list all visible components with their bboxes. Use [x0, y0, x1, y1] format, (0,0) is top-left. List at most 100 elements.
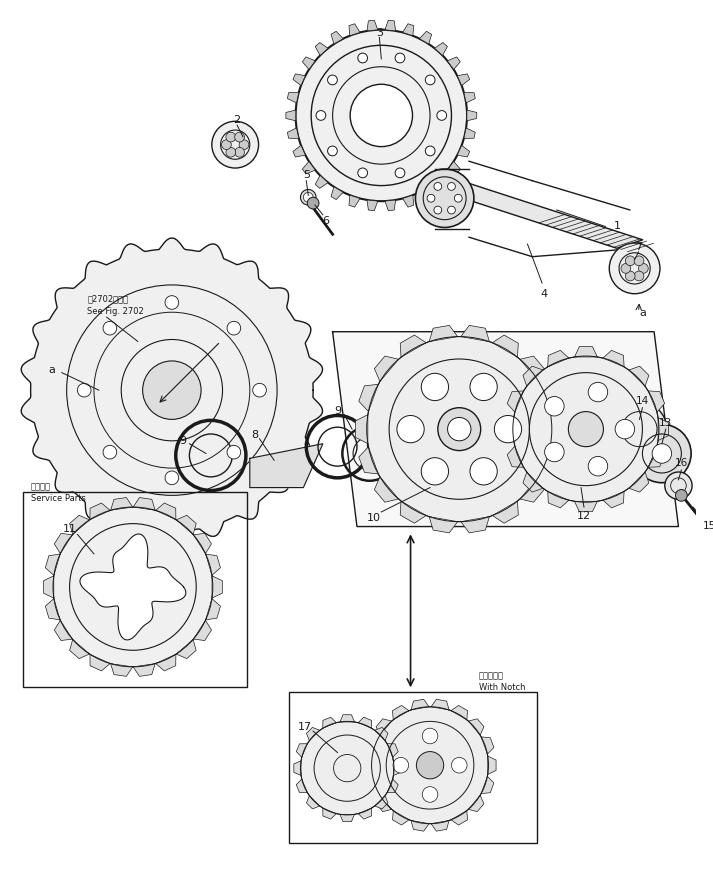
Polygon shape [507, 392, 523, 413]
Polygon shape [364, 756, 372, 774]
Polygon shape [461, 326, 489, 342]
Circle shape [427, 196, 435, 202]
Circle shape [494, 416, 522, 443]
Polygon shape [393, 706, 409, 720]
Circle shape [470, 458, 497, 486]
Circle shape [327, 76, 337, 86]
Circle shape [239, 141, 249, 150]
Circle shape [634, 256, 644, 267]
Circle shape [366, 337, 552, 522]
Circle shape [470, 374, 497, 401]
Polygon shape [658, 418, 669, 441]
Circle shape [395, 169, 405, 178]
Text: 15: 15 [703, 520, 713, 530]
Polygon shape [507, 447, 523, 468]
Circle shape [300, 721, 394, 815]
Polygon shape [307, 727, 319, 740]
Circle shape [513, 356, 659, 502]
Polygon shape [133, 664, 155, 677]
Circle shape [53, 507, 212, 667]
Polygon shape [294, 761, 301, 775]
Polygon shape [297, 744, 307, 758]
Polygon shape [540, 448, 560, 474]
Circle shape [143, 362, 201, 420]
Circle shape [416, 752, 443, 779]
Text: 8: 8 [251, 429, 258, 440]
Circle shape [675, 490, 687, 501]
Polygon shape [457, 75, 470, 86]
Circle shape [610, 244, 660, 295]
Polygon shape [366, 777, 379, 793]
Text: きり欠き付: きり欠き付 [478, 670, 504, 680]
Polygon shape [520, 477, 544, 502]
Polygon shape [90, 503, 110, 520]
Polygon shape [393, 811, 409, 825]
Polygon shape [481, 737, 494, 754]
Polygon shape [176, 640, 196, 659]
Circle shape [300, 190, 316, 206]
Circle shape [235, 133, 245, 143]
Circle shape [393, 758, 409, 773]
Text: 16: 16 [674, 458, 688, 468]
Text: 7: 7 [635, 242, 642, 252]
Polygon shape [333, 332, 679, 527]
Circle shape [448, 418, 471, 441]
Text: 5: 5 [303, 169, 310, 180]
Text: See Fig. 2702: See Fig. 2702 [87, 307, 144, 315]
Polygon shape [90, 654, 110, 671]
Polygon shape [376, 719, 391, 735]
Polygon shape [468, 795, 484, 812]
Polygon shape [331, 188, 343, 201]
Circle shape [665, 473, 692, 500]
Polygon shape [451, 811, 468, 825]
Polygon shape [422, 177, 642, 249]
Circle shape [358, 54, 367, 63]
Polygon shape [400, 501, 426, 524]
Text: With Notch: With Notch [478, 682, 525, 691]
Polygon shape [367, 21, 378, 32]
Polygon shape [493, 335, 518, 358]
Polygon shape [464, 129, 476, 139]
Polygon shape [403, 24, 414, 36]
Text: Service Parts: Service Parts [31, 494, 86, 502]
Polygon shape [523, 473, 543, 493]
Polygon shape [297, 779, 307, 793]
Circle shape [165, 472, 179, 485]
Polygon shape [366, 737, 379, 754]
Polygon shape [133, 498, 155, 511]
Text: 補給専用: 補給専用 [31, 481, 51, 491]
Polygon shape [374, 356, 399, 382]
Circle shape [395, 54, 405, 63]
Circle shape [212, 123, 259, 169]
Polygon shape [293, 75, 305, 86]
Polygon shape [385, 201, 396, 211]
Polygon shape [435, 43, 447, 56]
Polygon shape [429, 326, 458, 342]
Polygon shape [403, 196, 414, 208]
Polygon shape [358, 718, 371, 728]
Circle shape [235, 149, 245, 158]
Circle shape [422, 786, 438, 802]
Polygon shape [205, 554, 220, 575]
Circle shape [634, 272, 644, 282]
Polygon shape [411, 700, 429, 710]
Polygon shape [447, 163, 461, 175]
Polygon shape [111, 498, 133, 511]
Text: a: a [48, 364, 56, 375]
Text: 10: 10 [366, 512, 381, 522]
Polygon shape [503, 418, 514, 441]
Polygon shape [431, 820, 449, 832]
Circle shape [165, 296, 179, 310]
Circle shape [316, 111, 326, 121]
Polygon shape [359, 448, 379, 474]
Polygon shape [376, 795, 391, 812]
Text: 6: 6 [322, 216, 329, 225]
Circle shape [588, 383, 607, 402]
Text: 12: 12 [577, 510, 591, 521]
Circle shape [625, 256, 635, 267]
Polygon shape [54, 534, 72, 554]
Polygon shape [575, 348, 597, 357]
Circle shape [588, 457, 607, 476]
Polygon shape [323, 718, 337, 728]
Circle shape [426, 147, 435, 156]
